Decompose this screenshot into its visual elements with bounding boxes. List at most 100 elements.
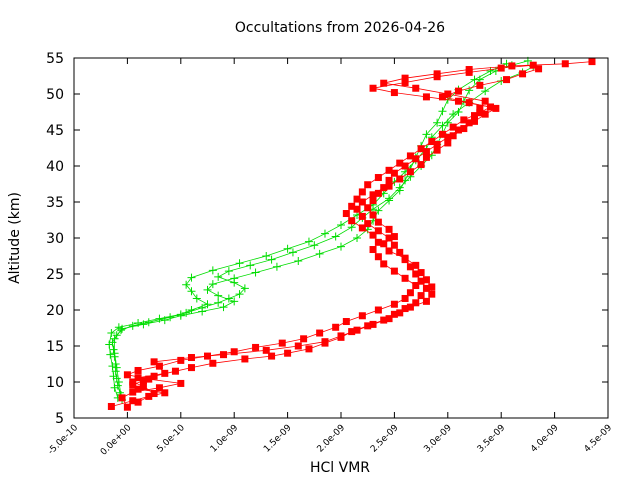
data-point [369, 246, 377, 254]
data-point [385, 166, 393, 174]
data-point [315, 249, 324, 258]
data-point [406, 303, 414, 311]
data-point [321, 338, 329, 346]
data-point [465, 86, 474, 95]
data-point [107, 329, 116, 338]
data-point [155, 384, 163, 392]
data-point [417, 161, 425, 169]
y-tick-label: 35 [46, 195, 64, 211]
data-point [353, 195, 361, 203]
data-point [337, 242, 345, 251]
x-tick-label: 2.0e-09 [316, 423, 348, 455]
data-point [417, 277, 425, 285]
data-point [470, 75, 479, 84]
data-point [214, 272, 223, 281]
data-point [110, 349, 119, 358]
data-point [588, 58, 596, 66]
data-point [465, 119, 473, 127]
data-point [406, 152, 414, 160]
data-point [176, 311, 185, 320]
data-point [390, 310, 398, 318]
data-point [187, 364, 195, 372]
data-point [358, 198, 366, 206]
data-point [401, 74, 409, 82]
data-point [182, 280, 191, 289]
data-point [214, 291, 223, 300]
data-point [358, 212, 366, 220]
data-point [486, 66, 495, 75]
x-tick-label: 3.0e-09 [422, 423, 454, 455]
data-point [395, 186, 404, 195]
data-point [230, 297, 239, 306]
y-tick-label: 45 [46, 123, 64, 139]
data-point [481, 110, 489, 118]
data-point [268, 352, 276, 360]
data-point [310, 241, 319, 250]
data-point [433, 146, 441, 154]
data-point [396, 248, 404, 256]
data-point [283, 244, 292, 253]
data-point [150, 390, 158, 398]
data-point [353, 205, 361, 213]
data-point [155, 362, 163, 370]
data-point [230, 274, 239, 283]
data-point [114, 378, 123, 386]
y-tick-label: 20 [46, 303, 64, 319]
data-point [385, 315, 393, 323]
data-point [422, 93, 430, 101]
data-point [110, 334, 119, 343]
data-point [364, 204, 372, 212]
x-tick-label: 2.5e-09 [369, 423, 401, 455]
data-point [353, 234, 362, 242]
data-point [300, 335, 308, 343]
data-point [224, 267, 233, 276]
data-point [561, 60, 569, 68]
data-point [187, 273, 196, 282]
data-point [177, 379, 185, 387]
data-point [129, 388, 137, 396]
data-point [342, 318, 350, 326]
data-point [267, 255, 276, 264]
data-point [114, 323, 123, 332]
data-point [123, 371, 131, 379]
data-point [109, 345, 118, 354]
data-point [385, 234, 393, 242]
data-point [348, 328, 356, 336]
data-point [449, 110, 458, 119]
data-point [422, 276, 430, 284]
data-point [288, 248, 297, 257]
data-point [492, 104, 500, 112]
data-point [105, 340, 114, 349]
data-point [465, 68, 473, 76]
series-0 [108, 56, 532, 404]
data-point [369, 211, 377, 219]
data-point [134, 374, 142, 382]
y-tick-label: 30 [46, 231, 64, 247]
data-point [535, 65, 543, 73]
data-point [187, 306, 196, 314]
chart-title: Occultations from 2026-04-26 [235, 20, 445, 36]
data-point [374, 206, 383, 215]
data-point [110, 383, 119, 392]
data-point [348, 202, 356, 210]
y-axis-label: Altitude (km) [7, 192, 23, 284]
data-point [390, 241, 398, 249]
data-point [422, 153, 430, 161]
data-point [262, 346, 270, 354]
data-point [374, 189, 382, 197]
data-point [438, 121, 447, 130]
data-point [412, 299, 420, 307]
data-point [262, 252, 271, 260]
data-point [449, 132, 457, 140]
data-point [380, 260, 388, 268]
data-point [107, 402, 115, 410]
data-point [444, 139, 452, 147]
data-point [358, 224, 366, 232]
data-point [412, 261, 420, 269]
data-point [240, 284, 249, 293]
data-point [214, 298, 223, 307]
data-point [390, 267, 398, 275]
y-tick-label: 55 [46, 51, 64, 67]
data-point [412, 155, 420, 163]
